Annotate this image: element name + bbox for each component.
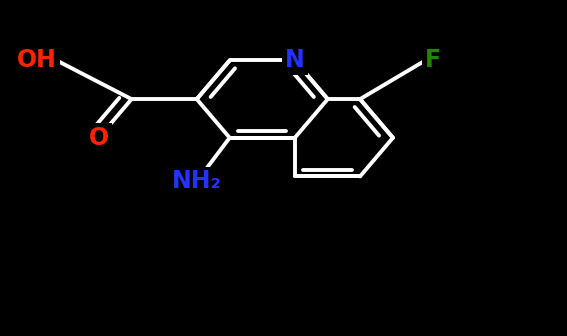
Text: NH₂: NH₂ [172, 169, 222, 194]
Text: F: F [425, 48, 441, 73]
Text: O: O [88, 126, 109, 150]
Text: N: N [285, 48, 304, 73]
Text: OH: OH [17, 48, 57, 73]
